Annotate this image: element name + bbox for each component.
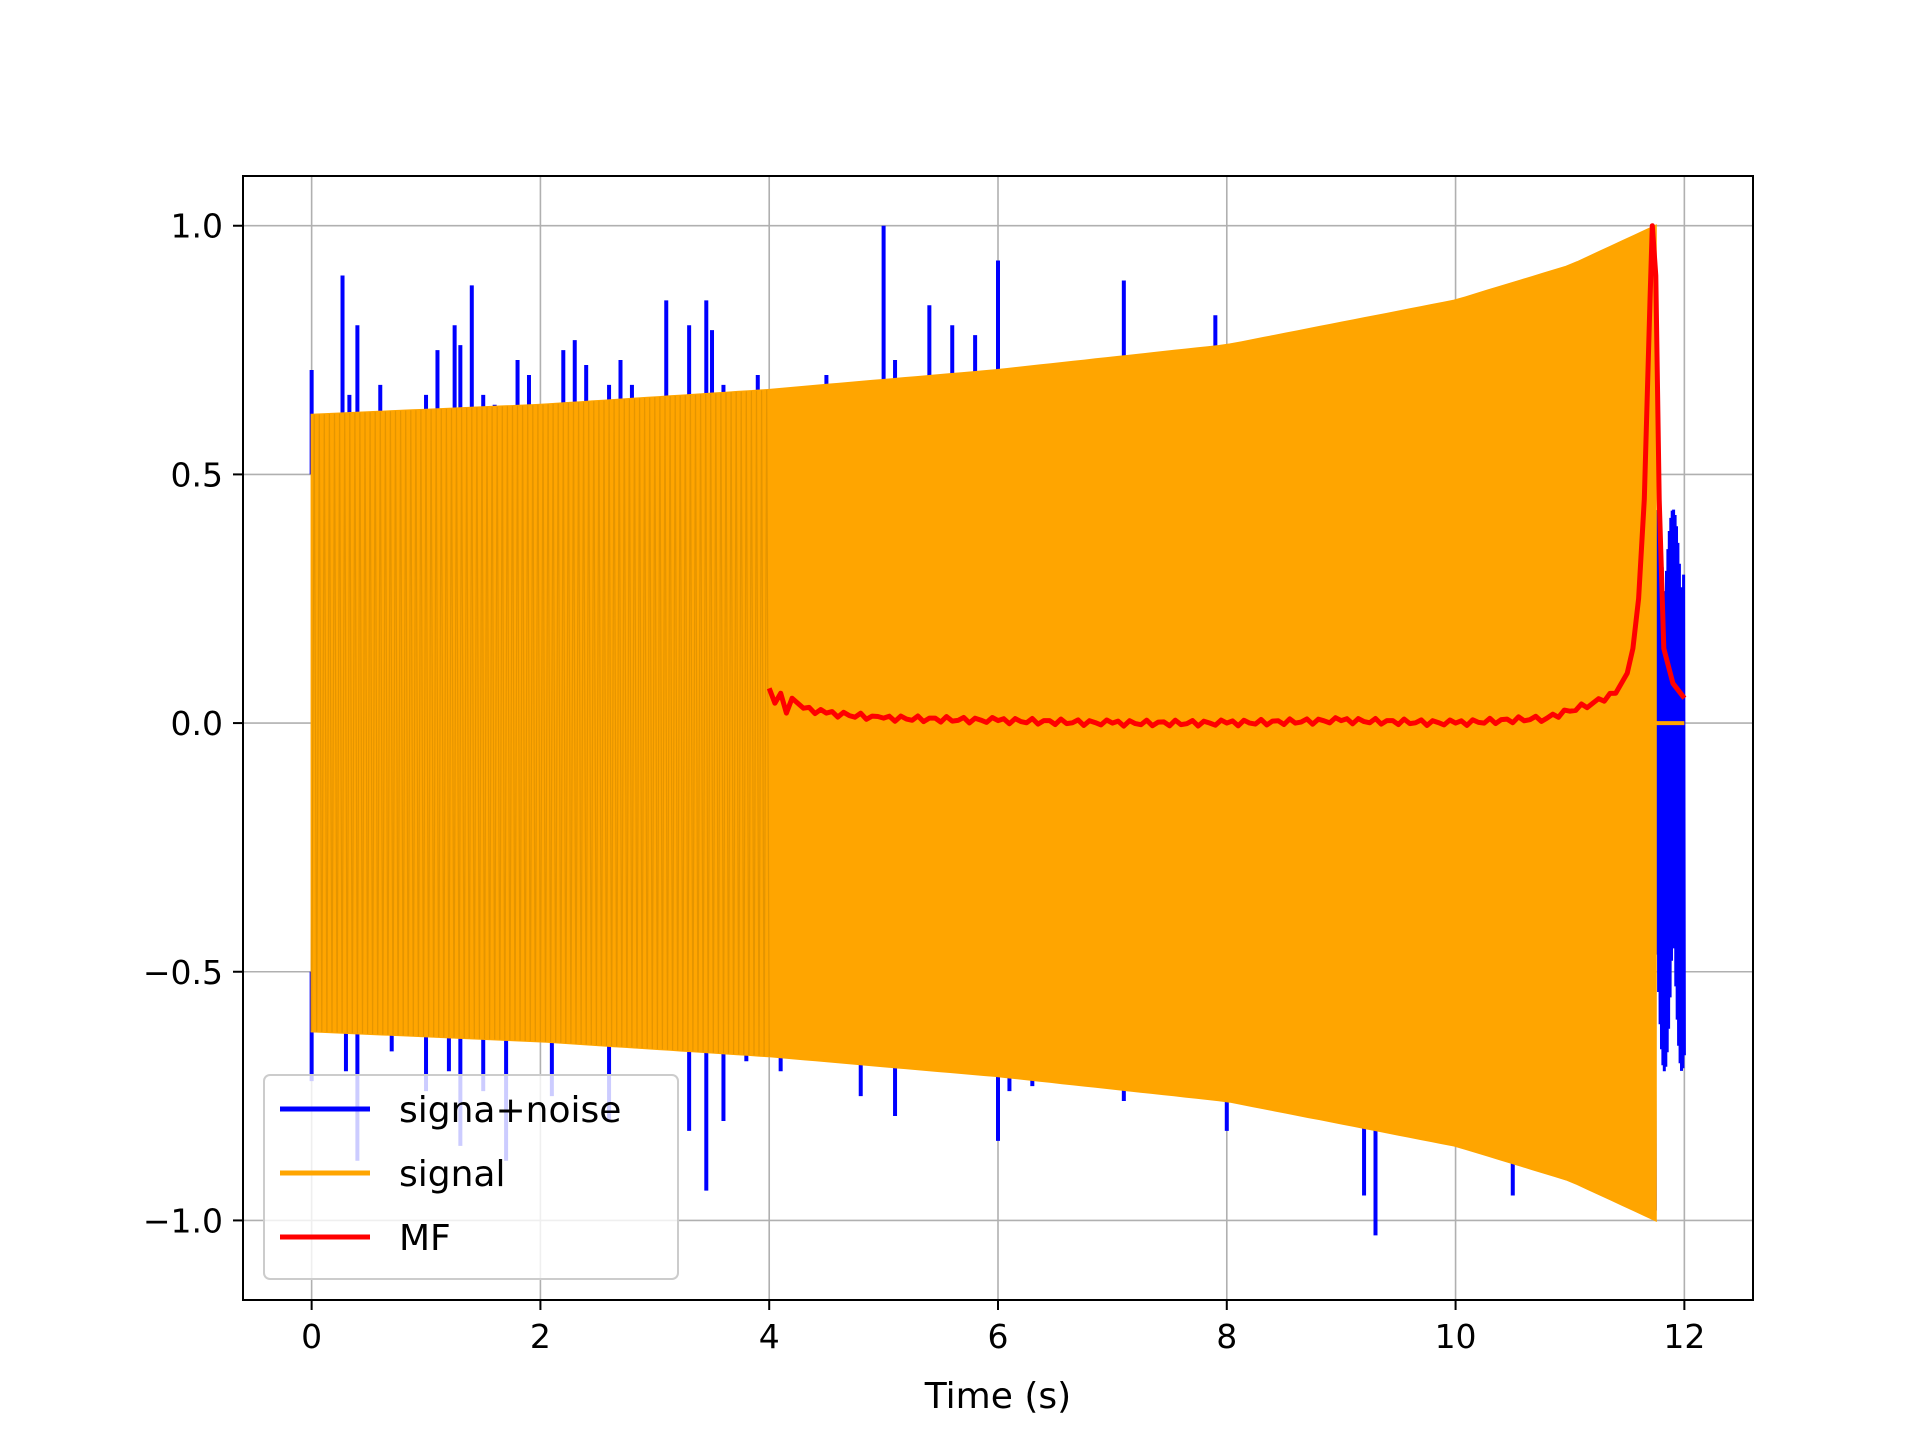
x-tick-label: 8	[1216, 1317, 1237, 1356]
y-axis-ticks: −1.0 −0.5 0.0 0.5 1.0	[143, 207, 243, 1240]
legend-label: signal	[399, 1154, 506, 1195]
y-tick-label: 0.5	[171, 455, 223, 494]
x-axis-label: Time (s)	[924, 1376, 1071, 1417]
signa-noise-tail	[1654, 509, 1686, 1072]
x-tick-label: 10	[1435, 1317, 1477, 1356]
mf-line	[766, 223, 1687, 729]
x-tick-label: 6	[988, 1317, 1009, 1356]
signal-oscillation	[311, 389, 770, 1057]
x-tick-label: 0	[301, 1317, 322, 1356]
series-mf	[766, 223, 1687, 729]
x-axis-ticks: 0 2 4 6 8 10 12	[301, 1300, 1705, 1356]
x-tick-label: 4	[759, 1317, 780, 1356]
y-tick-label: −1.0	[143, 1201, 223, 1240]
legend: signa+noise signal MF	[263, 1074, 679, 1280]
x-tick-label: 12	[1663, 1317, 1705, 1356]
x-tick-label: 2	[530, 1317, 551, 1356]
y-tick-label: 0.0	[171, 704, 223, 743]
y-tick-label: 1.0	[171, 207, 223, 246]
legend-label: signa+noise	[399, 1090, 621, 1131]
plot-area	[309, 223, 1687, 1236]
legend-box	[263, 1074, 679, 1280]
y-tick-label: −0.5	[143, 953, 223, 992]
legend-label: MF	[399, 1218, 451, 1259]
